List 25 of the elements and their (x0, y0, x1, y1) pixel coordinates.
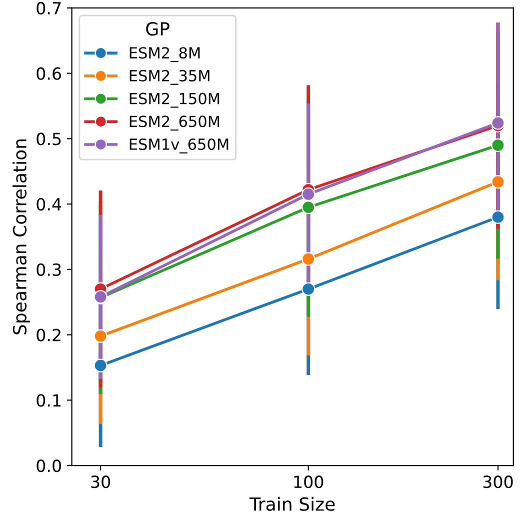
point (94, 358, 108, 372)
y-tick-label: 0.5 (36, 132, 61, 146)
legend-label: ESM1v_650M (130, 138, 228, 154)
point (491, 116, 505, 130)
legend-label: ESM2_8M (130, 47, 200, 62)
x-axis-title: Train Size (249, 496, 335, 511)
y-tick-label: 0.7 (36, 2, 61, 15)
y-tick-label: 0.3 (36, 263, 61, 276)
y-tick-label: 0.4 (36, 198, 62, 211)
x-tick-label: 30 (91, 476, 110, 488)
y-tick-label: 0.2 (36, 328, 60, 342)
x-tick-label: 100 (294, 476, 324, 488)
point (491, 175, 505, 189)
y-tick-label: 0.0 (36, 459, 61, 472)
point (491, 210, 505, 224)
point (491, 138, 505, 152)
point (94, 329, 108, 343)
y-tick-label: 0.1 (36, 394, 61, 407)
y-axis-title: Spearman Correlation (12, 139, 30, 334)
legend-label: ESM2_650M (130, 116, 220, 131)
legend-label: ESM2_150M (130, 92, 220, 108)
legend-label: ESM2_35M (130, 70, 210, 85)
x-tick-label: 300 (483, 476, 513, 488)
legend-title: GP (146, 22, 170, 36)
y-tick-label: 0.6 (36, 67, 62, 80)
